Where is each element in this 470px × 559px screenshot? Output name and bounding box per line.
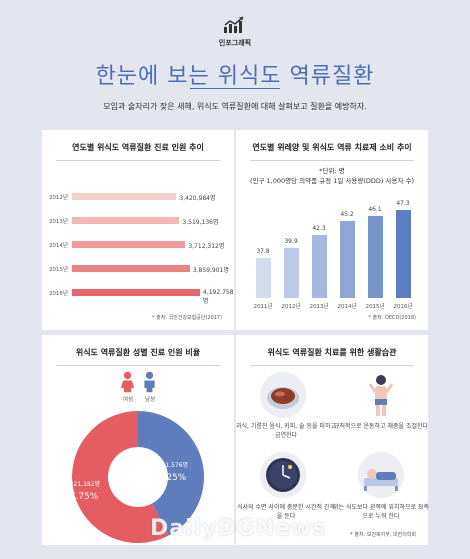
patients-bar-chart: 2012년 3,420,984명 2013년 3,519,136명 2014년 3,712… — [42, 130, 234, 330]
food-icon — [267, 387, 299, 409]
consumption-year-label: 2011년 — [253, 304, 273, 310]
watermark: DailyDGNews — [150, 516, 327, 541]
patients-panel-divider — [56, 160, 220, 161]
consumption-bar — [311, 235, 327, 298]
patients-panel: 연도별 위식도 역류질환 진료 인원 추이 2012년 3,420,984명 201… — [42, 130, 234, 330]
habit-clock-image — [260, 452, 306, 498]
header: 인포그래픽 한눈에 보는 위식도 역류질환 모임과 술자리가 잦은 새해, 위식… — [0, 0, 470, 130]
patients-panel-title: 연도별 위식도 역류질환 진료 인원 추이 — [72, 143, 204, 152]
male-count-label: 1,771,576명 — [152, 461, 188, 469]
habit-food-image — [260, 372, 306, 418]
consumption-bar — [395, 210, 411, 298]
clock-icon — [266, 458, 300, 492]
page-subtitle: 모임과 술자리가 잦은 새해, 위식도 역류질환에 대해 살펴보고 질환을 예방… — [103, 102, 367, 111]
patients-bar-value: 4,192,758명 — [203, 289, 234, 305]
habit-text-4: 위는 식도보다 왼쪽에 위치하므로 좌측으로 누워 잔다 — [333, 504, 429, 520]
habit-sleep-image — [358, 452, 404, 498]
habit-exercise-image — [358, 372, 404, 418]
consumption-bar-value: 47.3 — [396, 200, 410, 207]
consumption-bar-value: 42.3 — [312, 225, 326, 233]
patients-bar — [72, 241, 186, 248]
patients-bar — [72, 289, 200, 296]
consumption-year-label: 2014년 — [337, 304, 357, 310]
consumption-unit-line2: (인구 1,000명당 의약품 규정 1일 사용량(DDD) 사용자 수) — [249, 177, 415, 185]
patients-bar — [72, 265, 190, 272]
patients-year-label: 2016년 — [48, 291, 68, 297]
chart-logo-icon — [224, 16, 244, 33]
consumption-bar-value: 45.2 — [340, 210, 354, 218]
gender-panel-divider — [56, 365, 220, 366]
male-label: 남성 — [144, 397, 156, 403]
male-icon — [144, 371, 155, 393]
consumption-year-label: 2016년 — [393, 304, 413, 310]
consumption-bar — [367, 216, 383, 298]
habits-panel-title: 위식도 역류질환 치료를 위한 생활습관 — [267, 348, 397, 357]
gender-panel-title: 위식도 역류질환 성별 진료 인원 비율 — [75, 348, 201, 357]
consumption-bar-chart: 37.8 2011년 39.9 2012년 42.3 2013년 45.2 2014년 46.1… — [236, 130, 428, 330]
patients-year-label: 2012년 — [48, 195, 68, 201]
patients-year-label: 2014년 — [48, 243, 68, 249]
patients-bar-value: 3,859,901명 — [192, 267, 229, 274]
consumption-unit-line1: *단위: 명 — [319, 167, 345, 175]
consumption-bar-value: 37.8 — [256, 248, 270, 256]
gender-panel: 위식도 역류질환 성별 진료 인원 비율 여성 남성 1,771,576명 42.… — [42, 335, 234, 545]
female-percent-label: 57.75% — [64, 492, 99, 502]
consumption-bar-value: 46.1 — [368, 206, 382, 214]
patients-year-label: 2013년 — [48, 219, 68, 225]
habits-panel-divider — [250, 365, 414, 366]
patients-bar — [72, 193, 177, 200]
consumption-bar — [339, 220, 355, 298]
patients-source: * 출처: 국민건강보험공단(2017) — [152, 315, 222, 321]
female-icon — [120, 371, 135, 393]
habit-text-3: 식사와 수면 사이에 충분한 시간적 간격을 둔다 — [237, 504, 335, 520]
consumption-bar — [283, 247, 299, 298]
patients-bar-value: 3,519,136명 — [182, 219, 219, 226]
consumption-panel: 연도별 위레양 및 위식도 역류 치료제 소비 추이 *단위: 명 (인구 1,… — [236, 130, 428, 330]
consumption-year-label: 2015년 — [365, 304, 385, 310]
sleep-icon — [364, 469, 398, 491]
male-percent-label: 42.25% — [152, 473, 187, 483]
consumption-bar — [255, 258, 271, 298]
exercise-icon — [368, 375, 394, 416]
patients-year-label: 2015년 — [48, 267, 68, 273]
habits-source: * 출처: 보건복지부, 대한의학회 — [350, 532, 416, 538]
habit-text-2: 규칙적으로 운동하고 체중을 조절한다 — [333, 423, 429, 430]
consumption-year-label: 2012년 — [281, 304, 301, 310]
consumption-panel-title: 연도별 위레양 및 위식도 역류 치료제 소비 추이 — [252, 143, 412, 152]
gender-donut-chart: 1,771,576명 42.25% 2,421,182명 57.75% — [64, 411, 204, 543]
consumption-bar-value: 39.9 — [284, 237, 298, 245]
consumption-panel-divider — [250, 160, 414, 161]
female-label: 여성 — [122, 397, 134, 403]
title-underline — [190, 88, 280, 89]
patients-bar-value: 3,420,984명 — [179, 195, 216, 202]
consumption-source: * 출처: OECD(2018) — [368, 315, 416, 321]
patients-bar-value: 3,712,312명 — [188, 243, 225, 250]
habit-text-1: 과식, 기름진 음식, 커피, 술 등을 피하고 금연한다 — [236, 423, 336, 439]
habits-panel: 위식도 역류질환 치료를 위한 생활습관 과식, 기름진 음식, 커피, 술 등… — [236, 335, 429, 545]
male-slice — [138, 411, 204, 536]
female-slice — [72, 411, 169, 543]
female-count-label: 2,421,182명 — [64, 480, 100, 488]
patients-bar — [72, 217, 180, 224]
consumption-year-label: 2013년 — [309, 304, 329, 310]
page-title: 한눈에 보는 위식도 역류질환 — [95, 64, 375, 89]
logo-text: 인포그래픽 — [218, 39, 252, 47]
